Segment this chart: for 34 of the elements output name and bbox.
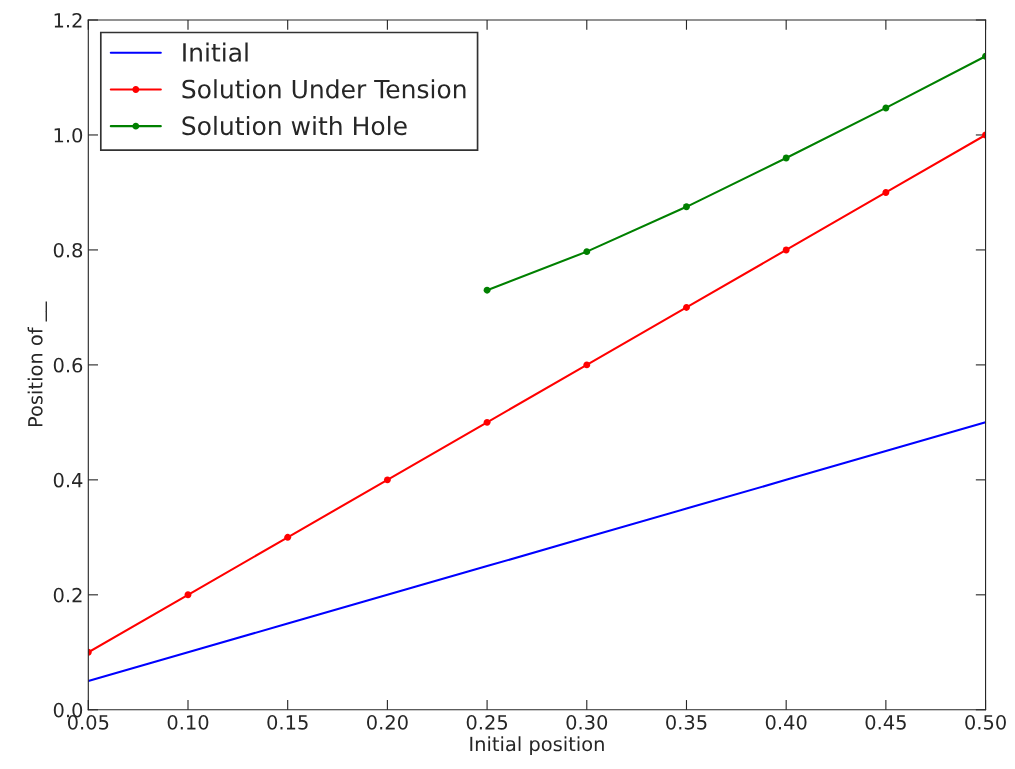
- x-tick-label: 0.45: [865, 714, 906, 730]
- line-series: [88, 421, 986, 683]
- point: [782, 246, 790, 254]
- point: [882, 104, 890, 112]
- y-tick-label: 0.4: [53, 472, 83, 488]
- x-tick-label: 0.15: [267, 714, 308, 730]
- legend-label: Initial: [183, 42, 248, 62]
- x-tick-label: 0.30: [566, 714, 608, 730]
- point: [583, 248, 591, 256]
- x-axis-title: Initial position: [470, 736, 604, 756]
- y-tick-label: 0.2: [53, 587, 82, 603]
- point: [683, 303, 690, 311]
- point: [882, 188, 890, 196]
- point: [782, 154, 790, 162]
- x-tick-label: 0.20: [367, 714, 408, 730]
- y-tick-label: 1.0: [54, 127, 83, 143]
- y-tick-label: 1.2: [54, 12, 82, 28]
- x-tick-label: 0.35: [666, 714, 707, 730]
- point: [383, 476, 391, 484]
- point: [683, 203, 690, 211]
- x-tick-label: 0.50: [965, 714, 1006, 730]
- x-tick-label: 0.10: [167, 714, 209, 730]
- point: [583, 361, 591, 369]
- point: [184, 591, 192, 599]
- x-tick-label: 0.40: [765, 714, 807, 730]
- x-tick-label: 0.25: [466, 714, 508, 730]
- point: [483, 418, 491, 426]
- point: [483, 286, 491, 294]
- y-tick-label: 0.6: [53, 357, 83, 373]
- y-axis-title: Position of __: [27, 301, 47, 427]
- legend-label: Solution with Hole: [182, 115, 407, 136]
- point: [284, 533, 292, 541]
- legend-label: Solution Under Tension: [182, 79, 466, 99]
- y-tick-label: 0.8: [53, 242, 83, 258]
